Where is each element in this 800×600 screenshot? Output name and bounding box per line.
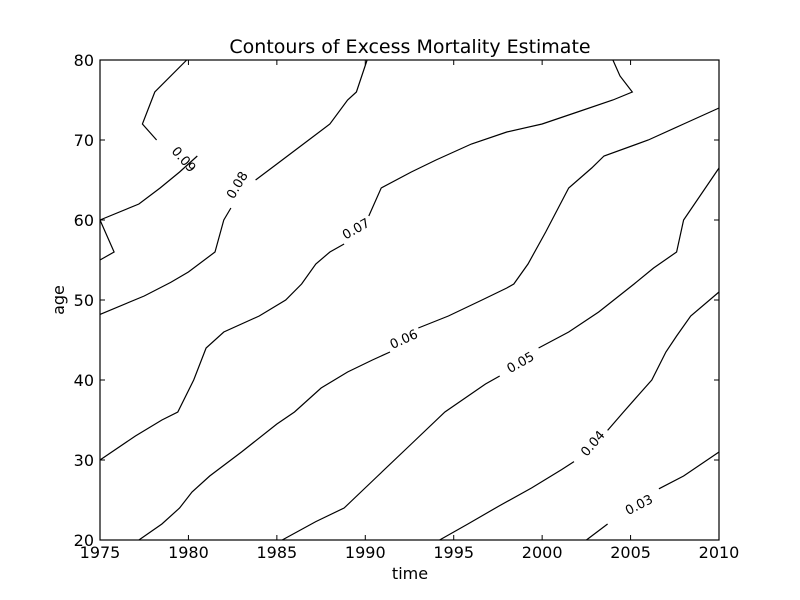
y-tick-label: 20 [74,531,94,550]
x-tick-label: 2010 [699,543,740,562]
contour-line-0.07 [368,59,634,217]
y-axis-label: age [49,285,68,315]
x-tick-label: 1980 [168,543,209,562]
x-tick-label: 1985 [256,543,297,562]
x-tick-label: 2005 [610,543,651,562]
contour-line-0.09 [99,219,115,261]
y-tick-label: 30 [74,451,94,470]
contour-label-0.09: 0.09 [168,144,198,176]
y-tick-labels: 20 30 40 50 60 70 80 [74,51,94,550]
contour-line-0.04 [439,461,575,541]
contour-label-0.06: 0.06 [388,327,421,353]
x-tick-label: 1975 [80,543,121,562]
contour-line-0.04 [607,291,720,431]
contour-line-0.06 [418,107,720,329]
contour-label-0.03: 0.03 [623,492,656,519]
axis-ticks [99,59,720,541]
contour-line-0.08 [99,207,232,315]
contour-line-0.07 [99,243,345,461]
y-tick-label: 60 [74,211,94,230]
plot-frame [99,59,720,541]
x-axis-label: time [392,564,428,583]
y-tick-label: 40 [74,371,94,390]
contour-label-0.05: 0.05 [505,350,538,377]
contour-label-0.04: 0.04 [578,428,608,460]
y-tick-label: 70 [74,131,94,150]
x-tick-label: 2000 [522,543,563,562]
y-tick-label: 80 [74,51,94,70]
x-tick-label: 1990 [345,543,386,562]
contour-line-0.03 [586,523,608,541]
contour-line-0.05 [281,375,500,541]
contour-lines [99,59,720,541]
contour-label-0.07: 0.07 [340,216,373,243]
contour-line-0.06 [138,351,391,541]
contour-line-0.05 [538,167,720,349]
contour-line-0.09 [141,59,188,141]
contour-label-0.08: 0.08 [224,169,252,202]
contour-line-0.03 [658,451,720,490]
contour-labels: 0.09 0.08 0.07 0.06 0.05 0.04 0.03 [168,144,656,519]
chart-title: Contours of Excess Mortality Estimate [229,36,590,58]
contour-line-0.08 [255,59,368,181]
x-tick-label: 1995 [433,543,474,562]
y-tick-label: 50 [74,291,94,310]
contour-line-0.08 [99,155,198,221]
x-tick-labels: 1975 1980 1985 1990 1995 2000 2005 2010 [80,543,740,562]
